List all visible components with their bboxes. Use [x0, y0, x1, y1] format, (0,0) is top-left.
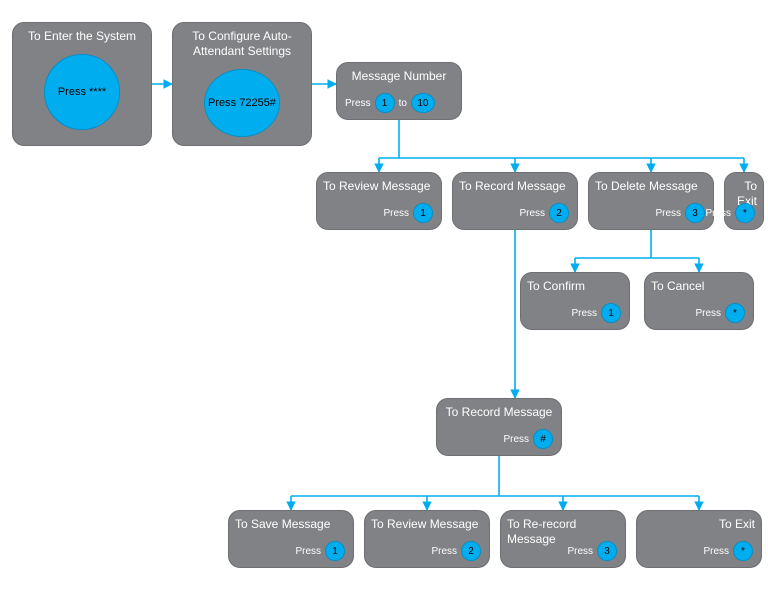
flowchart-canvas: { "type": "flowchart", "canvas": { "widt…: [0, 0, 768, 608]
press-label: Press: [503, 434, 529, 445]
node-msgnum: Message Number Press 1 to 10: [336, 62, 462, 120]
press-label: Press: [431, 546, 457, 557]
press-label: Press: [695, 308, 721, 319]
press-key: Press 1: [383, 203, 433, 223]
node-title: To Delete Message: [595, 179, 707, 194]
node-exit2: To Exit Press *: [636, 510, 762, 568]
press-key: Press 1: [571, 303, 621, 323]
key-circle: 2: [549, 203, 569, 223]
press-key: Press *: [703, 541, 753, 561]
key-circle: *: [725, 303, 745, 323]
key-circle: 3: [685, 203, 705, 223]
to-label: to: [399, 98, 407, 109]
node-title: To Review Message: [323, 179, 435, 194]
key-circle: *: [733, 541, 753, 561]
press-circle: Press ****: [44, 54, 120, 130]
press-key: Press 2: [431, 541, 481, 561]
press-label: Press: [519, 208, 545, 219]
press-label: Press: [571, 308, 597, 319]
node-record1: To Record Message Press 2: [452, 172, 578, 230]
press-key: Press #: [503, 429, 553, 449]
node-title: To Enter the System: [19, 29, 145, 44]
press-key: Press 2: [519, 203, 569, 223]
node-review2: To Review Message Press 2: [364, 510, 490, 568]
press-label: Press: [383, 208, 409, 219]
key-circle: 10: [411, 93, 435, 113]
press-key: Press 3: [655, 203, 705, 223]
node-title: To Configure Auto-Attendant Settings: [179, 29, 305, 59]
node-save: To Save Message Press 1: [228, 510, 354, 568]
press-label: Press: [567, 546, 593, 557]
press-circle: Press 72255#: [204, 69, 280, 137]
press-label: Press: [295, 546, 321, 557]
press-key: Press *: [705, 203, 755, 223]
node-title: To Review Message: [371, 517, 483, 532]
press-range: Press 1 to 10: [345, 93, 435, 113]
press-label: Press: [655, 208, 681, 219]
press-key: Press 3: [567, 541, 617, 561]
press-key: Press 1: [295, 541, 345, 561]
key-circle: 2: [461, 541, 481, 561]
node-exit1: To ExitPress*: [724, 172, 764, 230]
key-circle: 1: [375, 93, 395, 113]
key-circle: 1: [601, 303, 621, 323]
node-title: Message Number: [343, 69, 455, 84]
key-circle: 3: [597, 541, 617, 561]
key-circle: 1: [413, 203, 433, 223]
press-key: Press *: [695, 303, 745, 323]
node-title: To Cancel: [651, 279, 747, 294]
node-rerec: To Re-record MessagePress3: [500, 510, 626, 568]
key-circle: #: [533, 429, 553, 449]
key-circle: *: [735, 203, 755, 223]
press-label: Press: [345, 98, 371, 109]
press-label: Press: [703, 546, 729, 557]
node-confirm: To Confirm Press 1: [520, 272, 630, 330]
node-enter: To Enter the System Press ****: [12, 22, 152, 146]
node-delete: To Delete Message Press 3: [588, 172, 714, 230]
node-config: To Configure Auto-Attendant Settings Pres…: [172, 22, 312, 146]
node-title: To Exit: [643, 517, 755, 532]
node-title: To Confirm: [527, 279, 623, 294]
node-record2: To Record Message Press #: [436, 398, 562, 456]
node-title: To Save Message: [235, 517, 347, 532]
node-title: To Record Message: [443, 405, 555, 420]
node-title: To Record Message: [459, 179, 571, 194]
node-cancel: To Cancel Press *: [644, 272, 754, 330]
press-label: Press: [705, 208, 731, 219]
key-circle: 1: [325, 541, 345, 561]
node-review1: To Review Message Press 1: [316, 172, 442, 230]
